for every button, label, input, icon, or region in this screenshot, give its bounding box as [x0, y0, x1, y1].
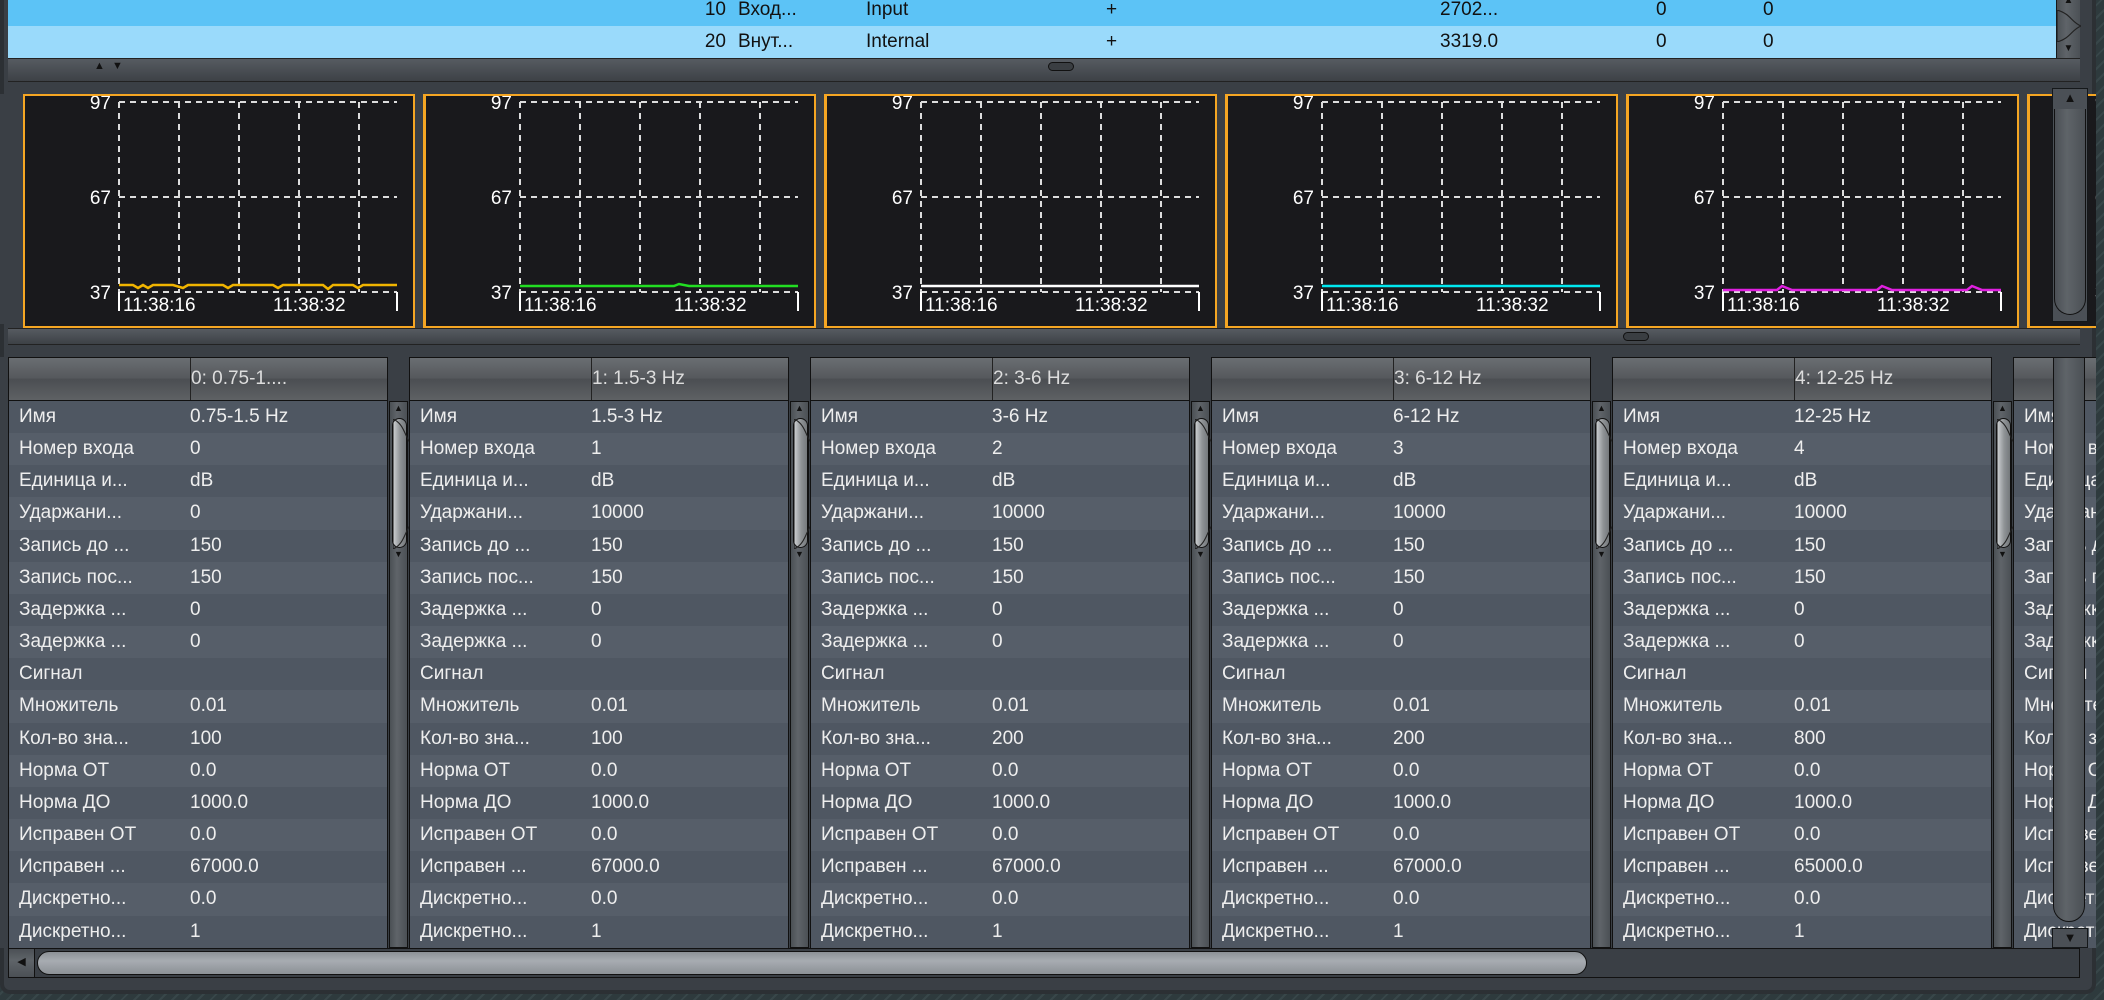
svg-text:11:38:16: 11:38:16: [1727, 295, 1800, 316]
svg-text:97: 97: [491, 96, 512, 114]
svg-text:11:38:32: 11:38:32: [1877, 295, 1950, 316]
svg-text:67: 67: [90, 188, 111, 209]
svg-text:11:38:32: 11:38:32: [1476, 295, 1549, 316]
svg-text:67: 67: [1293, 188, 1314, 209]
svg-text:97: 97: [1694, 96, 1715, 114]
svg-text:11:38:32: 11:38:32: [1075, 295, 1148, 316]
svg-text:67: 67: [892, 188, 913, 209]
svg-text:11:38:16: 11:38:16: [123, 295, 196, 316]
svg-text:97: 97: [90, 96, 111, 114]
svg-text:67: 67: [2095, 188, 2096, 209]
svg-text:11:38:16: 11:38:16: [1326, 295, 1399, 316]
svg-text:37: 37: [1694, 283, 1715, 304]
svg-text:97: 97: [892, 96, 913, 114]
svg-text:37: 37: [90, 283, 111, 304]
svg-text:11:38:32: 11:38:32: [273, 295, 346, 316]
svg-text:67: 67: [491, 188, 512, 209]
svg-text:11:38:32: 11:38:32: [674, 295, 747, 316]
svg-text:97: 97: [2095, 96, 2096, 114]
svg-text:37: 37: [491, 283, 512, 304]
svg-text:11:38:16: 11:38:16: [524, 295, 597, 316]
svg-text:37: 37: [892, 283, 913, 304]
svg-text:97: 97: [1293, 96, 1314, 114]
svg-text:67: 67: [1694, 188, 1715, 209]
svg-text:11:38:16: 11:38:16: [925, 295, 998, 316]
svg-text:37: 37: [1293, 283, 1314, 304]
svg-text:37: 37: [2095, 283, 2096, 304]
